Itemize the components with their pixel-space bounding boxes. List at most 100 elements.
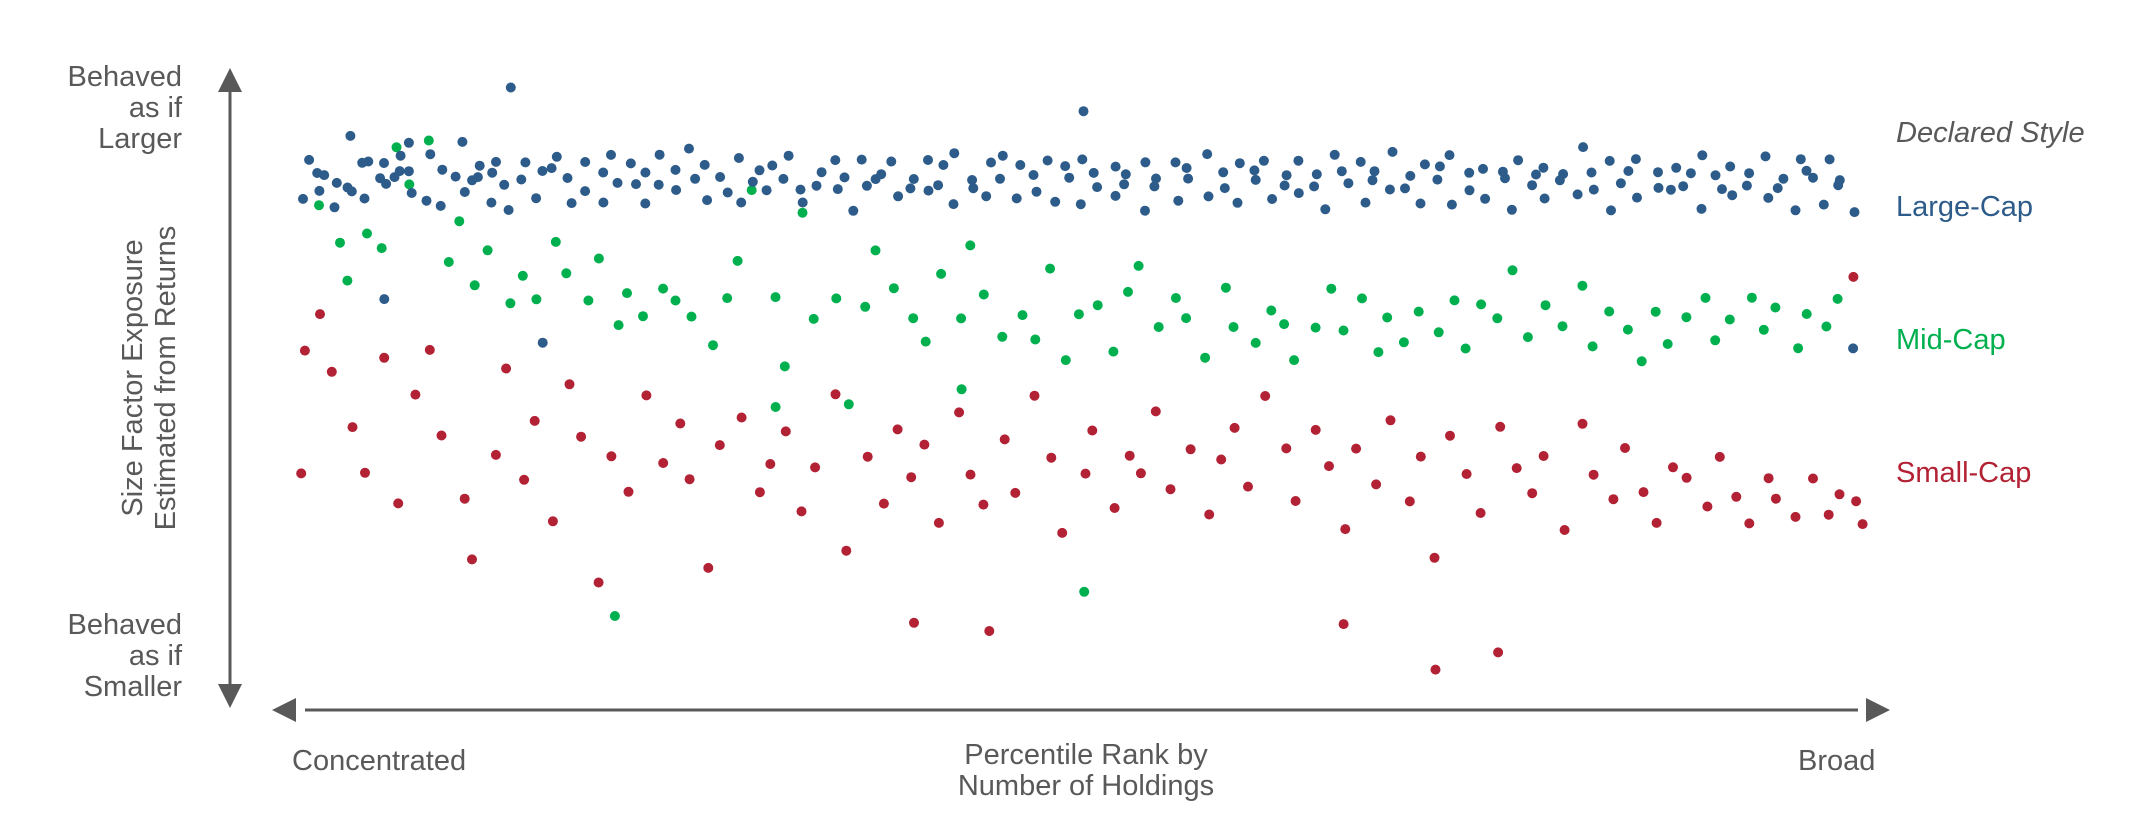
point-large-cap — [486, 197, 497, 208]
x-axis-left-label: Concentrated — [292, 745, 467, 777]
point-large-cap — [1092, 182, 1103, 193]
point-mid-cap — [1279, 319, 1290, 330]
point-small-cap — [576, 431, 587, 442]
point-large-cap — [1267, 194, 1278, 204]
point-large-cap — [467, 175, 478, 186]
point-large-cap — [531, 193, 542, 204]
point-mid-cap — [362, 228, 372, 239]
point-mid-cap — [1507, 265, 1518, 276]
point-large-cap — [949, 148, 960, 159]
point-mid-cap — [722, 293, 733, 304]
point-small-cap — [1714, 451, 1725, 462]
point-large-cap — [938, 160, 949, 170]
point-large-cap — [566, 198, 577, 209]
point-mid-cap — [1228, 322, 1239, 332]
point-large-cap — [640, 198, 651, 209]
point-small-cap — [1731, 491, 1742, 502]
point-large-cap — [1415, 198, 1426, 209]
point-large-cap — [562, 173, 573, 183]
point-mid-cap — [1650, 306, 1661, 317]
point-large-cap — [1741, 180, 1752, 191]
point-large-cap — [816, 167, 827, 178]
point-large-cap — [1464, 167, 1475, 178]
point-large-cap — [1778, 173, 1789, 184]
point-large-cap — [598, 197, 609, 208]
point-small-cap — [641, 390, 652, 401]
point-large-cap — [1387, 146, 1398, 157]
point-large-cap — [671, 185, 682, 195]
point-mid-cap — [1522, 332, 1533, 343]
point-large-cap — [1250, 174, 1261, 185]
point-mid-cap — [686, 311, 697, 322]
point-small-cap — [1770, 493, 1781, 504]
point-large-cap — [870, 174, 881, 185]
point-mid-cap — [1758, 324, 1769, 335]
point-small-cap — [467, 554, 477, 565]
point-large-cap — [437, 164, 448, 175]
point-small-cap — [909, 617, 919, 628]
point-small-cap — [1588, 469, 1599, 480]
point-large-cap — [1623, 166, 1634, 176]
point-mid-cap — [1476, 299, 1487, 310]
point-large-cap — [767, 160, 778, 171]
point-large-cap — [516, 174, 527, 185]
point-small-cap — [1216, 454, 1227, 465]
point-large-cap — [690, 173, 701, 184]
point-large-cap — [346, 186, 357, 197]
point-small-cap — [1338, 619, 1349, 630]
point-large-cap — [1050, 196, 1061, 207]
point-large-cap — [1818, 199, 1829, 210]
point-small-cap — [490, 449, 501, 460]
point-large-cap — [908, 174, 919, 184]
point-small-cap — [906, 472, 917, 483]
point-large-cap — [363, 156, 374, 167]
point-mid-cap — [1587, 341, 1598, 352]
point-small-cap — [1351, 443, 1362, 454]
point-small-cap — [658, 458, 669, 468]
point-large-cap — [1824, 154, 1835, 165]
point-mid-cap — [1060, 355, 1071, 366]
point-large-cap — [1203, 191, 1214, 202]
point-large-cap — [811, 180, 822, 191]
point-large-cap — [1311, 169, 1322, 180]
point-large-cap — [886, 156, 897, 167]
point-large-cap — [1833, 180, 1844, 191]
point-small-cap — [379, 352, 390, 363]
point-large-cap — [312, 168, 323, 178]
point-mid-cap — [482, 245, 493, 256]
point-large-cap — [503, 205, 514, 215]
point-large-cap — [505, 82, 516, 93]
point-large-cap — [1604, 155, 1615, 166]
point-mid-cap — [843, 399, 854, 410]
point-small-cap — [424, 344, 435, 355]
point-small-cap — [1057, 527, 1068, 538]
point-large-cap — [1360, 197, 1371, 208]
point-small-cap — [1493, 647, 1504, 658]
point-mid-cap — [936, 268, 947, 279]
point-large-cap — [1725, 161, 1736, 172]
point-small-cap — [1404, 496, 1415, 507]
point-large-cap — [1419, 159, 1430, 170]
point-large-cap — [1763, 192, 1774, 203]
point-small-cap — [810, 462, 821, 473]
point-large-cap — [1538, 162, 1549, 173]
point-large-cap — [403, 137, 414, 148]
point-small-cap — [765, 459, 776, 469]
point-small-cap — [736, 412, 747, 423]
point-large-cap — [1795, 154, 1806, 165]
point-large-cap — [1060, 161, 1071, 172]
point-small-cap — [1577, 418, 1588, 429]
x-axis-arrow-left — [272, 698, 296, 722]
point-mid-cap — [956, 384, 967, 395]
point-small-cap — [1608, 494, 1619, 505]
point-large-cap — [1140, 157, 1151, 168]
point-mid-cap — [1710, 335, 1721, 346]
point-large-cap — [848, 205, 859, 216]
point-small-cap — [1527, 488, 1538, 499]
point-mid-cap — [561, 268, 572, 279]
point-large-cap — [968, 183, 979, 194]
point-large-cap — [905, 183, 916, 194]
point-large-cap — [1075, 199, 1086, 210]
point-large-cap — [625, 158, 636, 169]
point-large-cap — [1478, 163, 1488, 174]
